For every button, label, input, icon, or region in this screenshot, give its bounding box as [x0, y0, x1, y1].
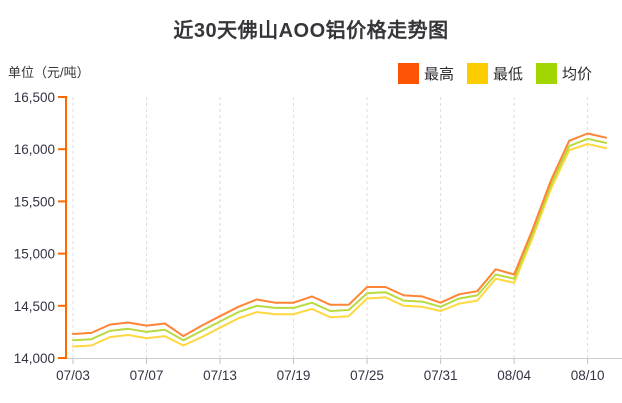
legend: 最高 最低 均价: [397, 63, 592, 84]
x-tick-label: 07/25: [350, 368, 384, 383]
x-tick-label: 08/10: [571, 368, 605, 383]
x-tick-label: 07/13: [203, 368, 237, 383]
y-tick-label: 14,000: [14, 351, 55, 366]
x-tick-label: 07/03: [56, 368, 90, 383]
x-tick-label: 07/07: [130, 368, 164, 383]
series-line-low: [72, 143, 607, 348]
x-tick-label: 07/19: [277, 368, 311, 383]
y-axis: 14,000 14,500 15,000 15,500 16,000 16,500: [14, 90, 67, 366]
legend-label-low: 最低: [492, 66, 523, 83]
legend-label-avg: 均价: [561, 66, 592, 83]
legend-item-high: 最高: [397, 63, 454, 84]
y-tick-label: 15,000: [14, 247, 55, 262]
x-tick-label: 08/04: [497, 368, 531, 383]
y-tick-label: 16,000: [14, 142, 55, 157]
x-tick-labels: 07/03 07/07 07/13 07/19 07/25 07/31 08/04 08/10: [56, 368, 604, 383]
series-line-high: [72, 132, 607, 338]
chart-title: 近30天佛山AOO铝价格走势图: [173, 20, 449, 42]
y-axis-unit-label: 单位（元/吨）: [8, 65, 90, 80]
low-series-swatch-icon: [466, 63, 488, 84]
y-tick-label: 16,500: [14, 90, 55, 105]
y-tick-label: 15,500: [14, 194, 55, 209]
series-line-avg: [72, 137, 607, 342]
legend-label-high: 最高: [423, 66, 454, 83]
legend-item-low: 最低: [466, 63, 523, 84]
avg-series-swatch-icon: [535, 63, 557, 84]
gridlines: [72, 97, 589, 364]
legend-item-avg: 均价: [535, 63, 592, 84]
y-tick-label: 14,500: [14, 299, 55, 314]
high-series-swatch-icon: [397, 63, 419, 84]
x-tick-label: 07/31: [424, 368, 458, 383]
